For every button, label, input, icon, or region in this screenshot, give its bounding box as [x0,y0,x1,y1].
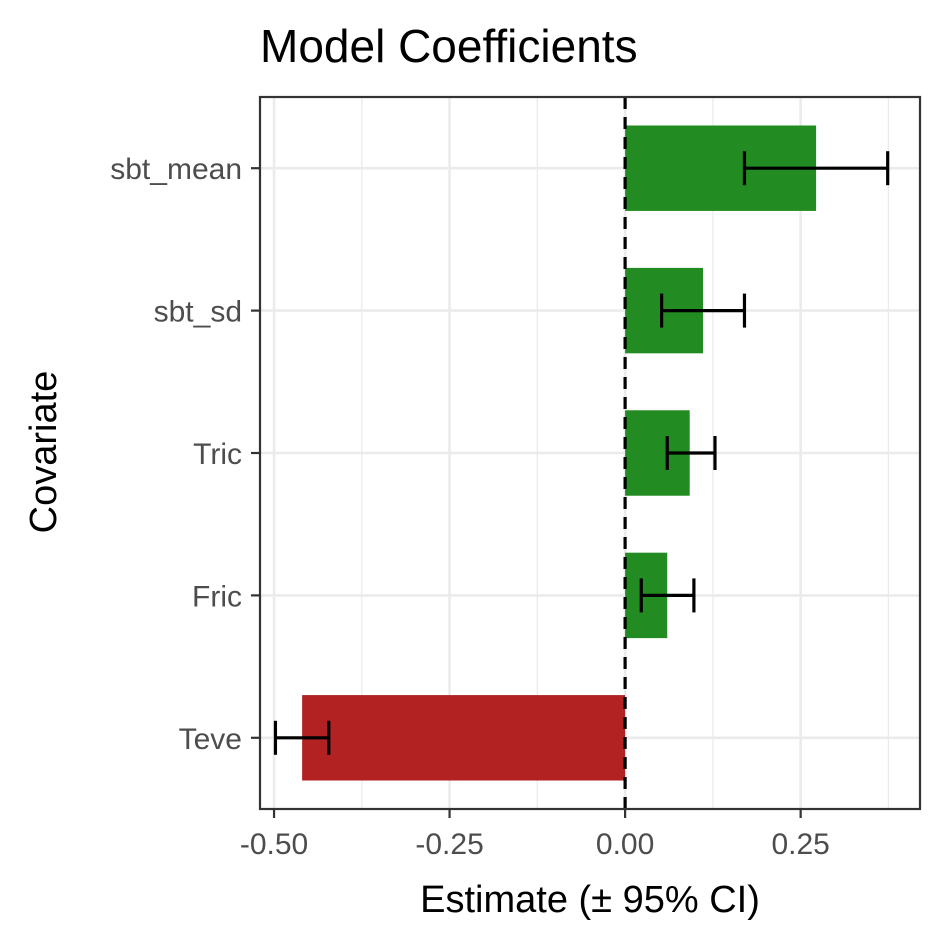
bar-Teve [302,695,626,781]
errorbar-sbt-sd [660,293,747,328]
x-axis-title: Estimate (± 95% CI) [420,879,760,921]
errorbar-Tric [665,436,717,470]
errorbar-sbt-mean [742,151,890,186]
y-axis-title: Covariate [23,371,65,534]
x-tick-label: 0.25 [771,828,829,861]
errorbar-layer [273,151,890,755]
y-tick-label: Tric [193,438,242,471]
x-tick-label: 0.00 [596,828,654,861]
errorbar-Teve [273,720,331,755]
y-axis: sbt_mean sbt_sd Tric Fric Teve [110,153,260,756]
x-tick-label: -0.25 [415,828,483,861]
y-tick-label: sbt_sd [154,296,242,329]
errorbar-Fric [639,578,696,613]
x-axis: -0.50 -0.25 0.00 0.25 [240,809,830,861]
y-tick-label: sbt_mean [110,153,242,186]
y-tick-label: Fric [192,580,242,613]
x-tick-label: -0.50 [240,828,308,861]
y-tick-label: Teve [179,723,242,756]
chart-title: Model Coefficients [260,20,638,72]
